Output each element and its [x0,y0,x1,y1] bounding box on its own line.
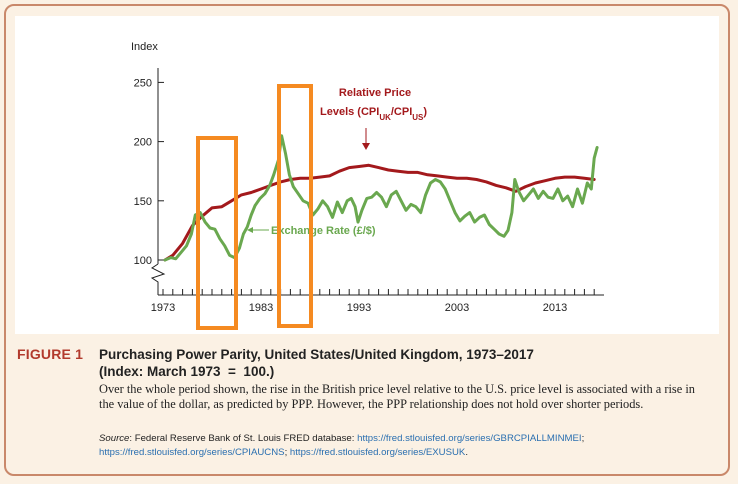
highlight-box-1985-1986 [277,84,313,328]
relative-price-label-line2: Levels (CPIUK/CPIUS) [320,106,427,122]
relative-price-arrowhead-icon [362,143,370,150]
series-line-relative-price [163,163,596,262]
y-tick-label: 200 [134,137,152,149]
x-tick-label: 2013 [543,302,567,314]
figure-source: Source: Federal Reserve Bank of St. Loui… [99,433,585,458]
source-link-cpiaucns[interactable]: https://fred.stlouisfed.org/series/CPIAU… [99,447,285,458]
figure-label: FIGURE 1 [17,346,84,362]
y-tick-label: 150 [134,196,152,208]
figure-title: Purchasing Power Parity, United States/U… [99,346,699,380]
figure-title-line2: (Index: March 1973 = 100.) [99,364,275,379]
chart-svg: Index 100 150 200 250 1973 1983 1993 2003 2013 R… [131,41,604,330]
source-prefix: Source [99,433,130,444]
x-tick-label: 2003 [445,302,469,314]
x-tick-label: 1973 [151,302,175,314]
figure-title-line1: Purchasing Power Parity, United States/U… [99,347,534,362]
x-tick-label: 1983 [249,302,273,314]
y-axis-break-icon [150,263,166,295]
relative-price-label-line1: Relative Price [339,87,411,99]
source-link-gbrcpi[interactable]: https://fred.stlouisfed.org/series/GBRCP… [357,433,582,444]
y-axis-title: Index [131,41,158,53]
series-line-exchange-rate [163,134,599,262]
highlight-box-1978-1981 [196,136,238,330]
figure-description: Over the whole period shown, the rise in… [99,382,695,411]
source-text: : Federal Reserve Bank of St. Louis FRED… [129,433,358,444]
y-tick-label: 100 [134,255,152,267]
y-tick-label: 250 [134,77,152,89]
x-tick-label: 1993 [347,302,371,314]
source-link-exusuk[interactable]: https://fred.stlouisfed.org/series/EXUSU… [289,447,466,458]
exchange-rate-label: Exchange Rate (£/$) [271,225,376,237]
exchange-rate-arrowhead-icon [247,227,253,233]
chart-panel: Index 100 150 200 250 1973 1983 1993 2003 2013 R… [15,16,719,334]
